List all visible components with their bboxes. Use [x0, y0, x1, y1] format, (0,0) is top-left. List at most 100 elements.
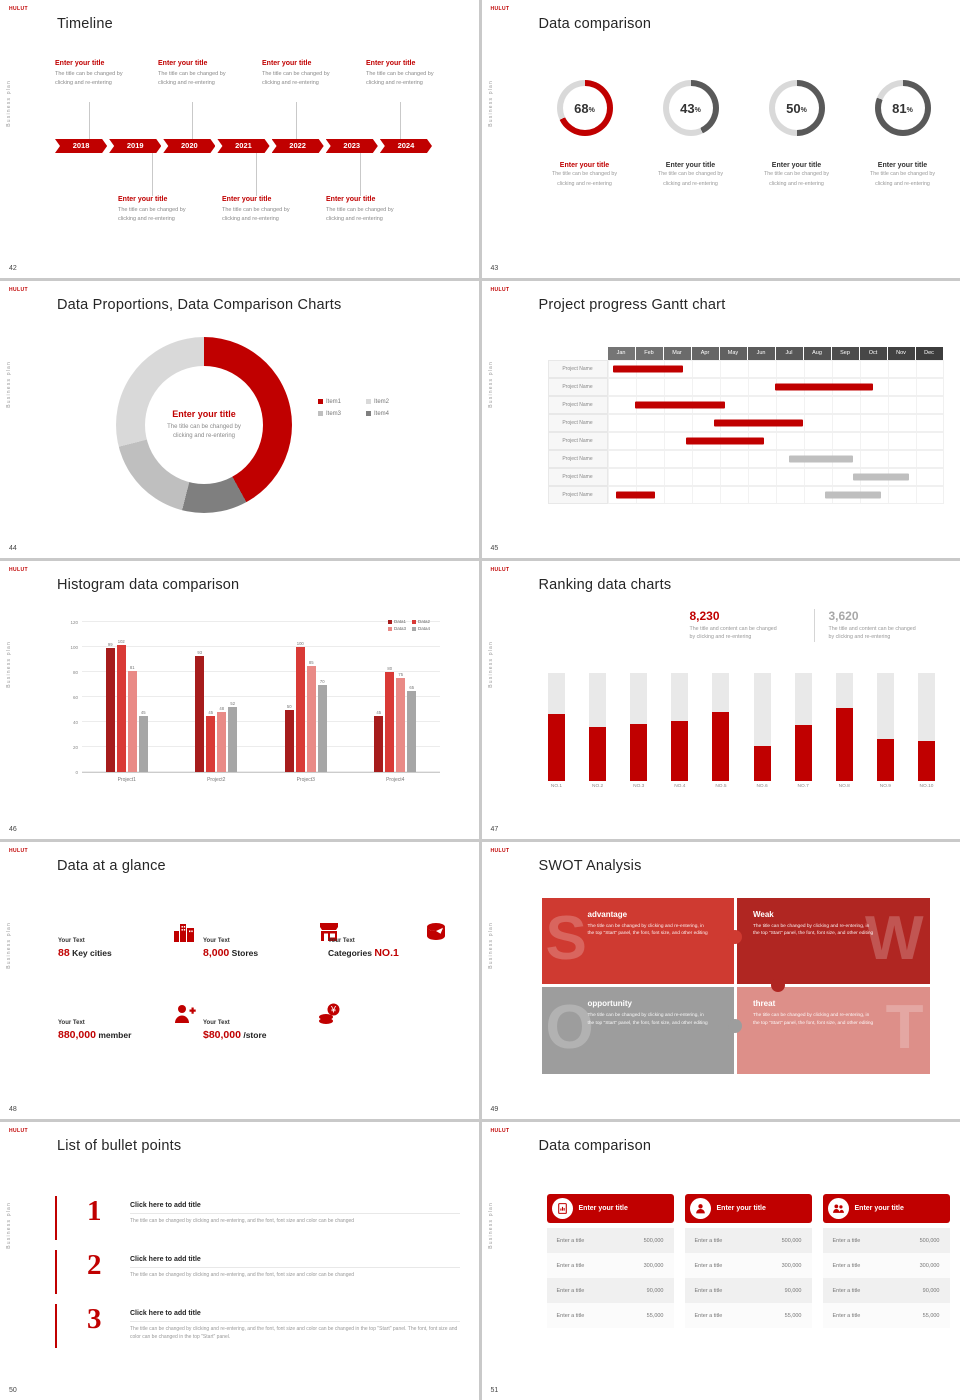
- histogram-bar-fill: [228, 707, 238, 773]
- brand-logo: HULUT: [9, 567, 28, 574]
- histogram-bar: 81: [127, 665, 137, 773]
- slide-title: Histogram data comparison: [57, 577, 240, 594]
- slide-title: Data comparison: [538, 16, 652, 32]
- histogram-value-label: 75: [398, 672, 404, 678]
- brand-logo: HULUT: [9, 847, 28, 854]
- gantt-row: Project Name: [547, 467, 944, 486]
- svg-text:¥: ¥: [330, 1004, 337, 1014]
- histogram-value-label: 48: [219, 706, 225, 712]
- bullet-desc: The title can be changed by clicking and…: [130, 1218, 355, 1225]
- row-value: 500,000: [643, 1237, 664, 1244]
- data-card: Enter your title Enter a title 500,000 En…: [546, 1194, 674, 1329]
- swot-desc: The title can be changed by clicking and…: [587, 1013, 708, 1026]
- ranking-bar-label: NO.2: [592, 784, 604, 790]
- slide-number: 43: [490, 264, 499, 272]
- gantt-row-label: Project Name: [547, 359, 608, 378]
- stat-value: 3,620: [828, 609, 859, 624]
- gantt-row: Project Name: [547, 377, 944, 396]
- slide-44-proportions[interactable]: HULUT Business plan 44 Data Proportions,…: [0, 280, 479, 559]
- slide-47-ranking[interactable]: HULUT Business plan 47 Ranking data char…: [481, 561, 960, 839]
- slide-number: 44: [9, 545, 17, 553]
- row-label: Enter a title: [832, 1237, 861, 1244]
- gantt-row: Project Name: [547, 449, 944, 468]
- slide-48-data-glance[interactable]: HULUT Business plan 48 Data at a glance …: [0, 841, 479, 1120]
- gantt-row: Project Name: [547, 413, 944, 432]
- gantt-row-label: Project Name: [547, 395, 608, 414]
- row-value: 55,000: [646, 1312, 664, 1319]
- histogram-x-label: Project1: [117, 777, 136, 784]
- ranking-bar-fill: [835, 707, 853, 782]
- donut-center: Enter your title The title can be change…: [145, 365, 263, 484]
- histogram-group: 45 80 75 65: [374, 666, 417, 773]
- timeline-item-desc: The title can be changed by: [262, 71, 330, 77]
- table-row: Enter a title 500,000: [546, 1228, 674, 1254]
- slide-title: Data at a glance: [57, 857, 166, 874]
- donut-row: 68% Enter your title The title can be ch…: [532, 80, 956, 188]
- ranking-bar-fill: [876, 739, 894, 782]
- histogram-gridline: [82, 671, 440, 673]
- slide-title: List of bullet points: [57, 1138, 182, 1155]
- slide-50-bullets[interactable]: HULUT Business plan 50 List of bullet po…: [0, 1122, 479, 1400]
- donut-center-desc: clicking and re-entering: [172, 432, 236, 439]
- histogram-bar: 75: [396, 672, 406, 773]
- histogram-y-label: 40: [72, 720, 78, 726]
- donut-caption-desc: The title can be changed by: [657, 171, 724, 177]
- ranking-bar: NO.9: [870, 673, 900, 789]
- slide-45-gantt[interactable]: HULUT Business plan 45 Project progress …: [481, 280, 960, 559]
- categories-icon: [424, 920, 448, 944]
- slide-43-data-comparison[interactable]: HULUT Business plan 43 Data comparison 6…: [481, 0, 960, 278]
- stat-unit: Categories: [328, 947, 372, 958]
- ranking-bar: NO.3: [624, 673, 654, 789]
- slide-42-timeline[interactable]: HULUT Business plan 42 Timeline Enter yo…: [0, 0, 479, 278]
- timeline-item-title: Enter your title: [222, 196, 272, 203]
- timeline-connector: [400, 102, 401, 139]
- table-row: Enter a title 55,000: [546, 1303, 674, 1329]
- side-vertical-label: Business plan: [487, 360, 494, 408]
- swot-letter: T: [885, 993, 924, 1063]
- ranking-bar-label: NO.7: [797, 784, 809, 790]
- timeline-year: 2022: [272, 139, 324, 153]
- histogram-value-label: 93: [197, 649, 203, 655]
- ranking-bar-track: [630, 673, 648, 782]
- histogram-bar: 70: [317, 679, 327, 773]
- ranking-bar: NO.4: [665, 673, 695, 789]
- slide-49-swot[interactable]: HULUT Business plan 49 SWOT Analysis S a…: [481, 841, 960, 1120]
- row-value: 300,000: [781, 1262, 802, 1269]
- gantt-row-label: Project Name: [547, 413, 608, 432]
- donut-caption-desc: The title can be changed by: [763, 171, 830, 177]
- ranking-bar-track: [589, 673, 607, 782]
- histogram-bar-fill: [374, 715, 384, 773]
- slide-46-histogram[interactable]: HULUT Business plan 46 Histogram data co…: [0, 561, 479, 839]
- row-label: Enter a title: [694, 1287, 723, 1294]
- slide-51-data-tables[interactable]: HULUT Business plan 51 Data comparison E…: [481, 1122, 960, 1400]
- gantt-bar: [713, 419, 803, 427]
- histogram-bar-fill: [295, 647, 305, 773]
- slide-number: 48: [9, 1106, 17, 1114]
- gantt-row-label: Project Name: [547, 449, 608, 468]
- legend-item: Item3: [318, 411, 358, 417]
- histogram-groups: 99 102 81 45 93 45 48 52 50 100 85 70 45 80 75 65: [82, 623, 440, 773]
- side-vertical-label: Business plan: [6, 360, 12, 408]
- ranking-bar-fill: [712, 712, 730, 782]
- legend-label: Item4: [374, 410, 390, 417]
- gantt-month-cell: Apr: [691, 346, 720, 360]
- histogram-bar-fill: [195, 655, 205, 773]
- donut-chart: 81%: [874, 80, 931, 136]
- row-value: 90,000: [646, 1287, 664, 1294]
- bullet-title: Click here to add title: [130, 1198, 460, 1215]
- timeline-item-desc: The title can be changed by: [326, 207, 394, 213]
- stat-desc: by clicking and re-entering: [689, 634, 752, 641]
- gantt-bar-area: [607, 431, 944, 450]
- stat-number: $80,000: [203, 1028, 241, 1041]
- gantt-bar-area: [607, 485, 944, 504]
- ranking-bar: NO.2: [583, 673, 613, 789]
- ranking-bar-label: NO.10: [919, 784, 934, 790]
- bullet-number: 2: [87, 1249, 102, 1282]
- histogram-bar: 102: [116, 639, 126, 773]
- row-value: 90,000: [784, 1287, 802, 1294]
- histogram-value-label: 100: [296, 641, 304, 647]
- brand-logo: HULUT: [490, 1128, 510, 1135]
- legend-label: Item2: [374, 398, 390, 405]
- gantt-bar: [635, 401, 725, 409]
